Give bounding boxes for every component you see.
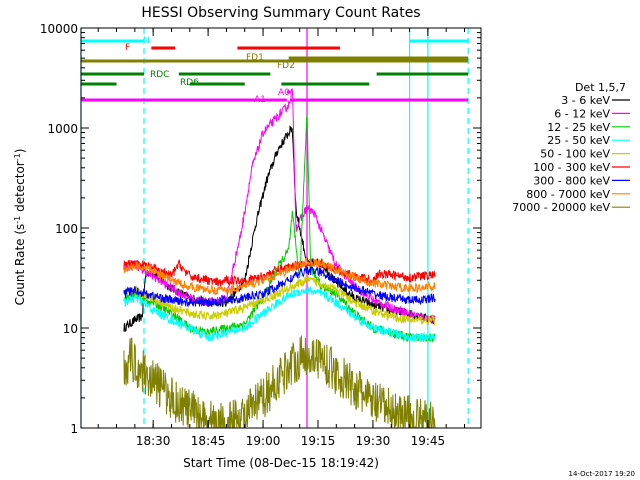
series-line-8 bbox=[123, 335, 436, 429]
flag-label-rdc: RDC bbox=[150, 70, 169, 80]
x-tick-label-4: 19:30 bbox=[356, 434, 391, 448]
y-tick-label-0: 1 bbox=[70, 422, 78, 436]
legend-label-8: 7000 - 20000 keV bbox=[512, 201, 610, 214]
flag-label-rd6: RD6 bbox=[180, 78, 199, 88]
y-axis-label-mid: detector bbox=[13, 161, 27, 216]
legend-label-6: 300 - 800 keV bbox=[533, 174, 610, 187]
x-tick-label-5: 19:45 bbox=[411, 434, 446, 448]
y-axis-label-main: Count Rate (s bbox=[13, 224, 27, 306]
legend-title: Det 1,5,7 bbox=[575, 81, 626, 94]
legend-label-4: 50 - 100 keV bbox=[540, 148, 610, 161]
series-line-2 bbox=[123, 115, 436, 344]
legend-label-1: 6 - 12 keV bbox=[554, 107, 610, 120]
legend-label-5: 100 - 300 keV bbox=[533, 161, 610, 174]
y-axis-label-sup2: -1 bbox=[13, 153, 22, 161]
y-tick-label-1: 10 bbox=[63, 322, 78, 336]
y-tick-label-2: 100 bbox=[55, 222, 78, 236]
x-tick-label-0: 18:30 bbox=[136, 434, 171, 448]
legend-label-2: 12 - 25 keV bbox=[547, 121, 610, 134]
y-tick-label-3: 1000 bbox=[47, 122, 78, 136]
flag-label-a1: A1 bbox=[254, 95, 266, 105]
flag-label-a0: A0 bbox=[278, 88, 290, 98]
legend-label-3: 25 - 50 keV bbox=[547, 134, 610, 147]
svg-text:Count Rate (s-1 detector-1): Count Rate (s-1 detector-1) bbox=[13, 149, 28, 306]
flag-label-fd2: FD2 bbox=[277, 61, 295, 71]
series-line-1 bbox=[123, 88, 436, 325]
data-series bbox=[123, 88, 436, 429]
x-axis-label: Start Time (08-Dec-15 18:19:42) bbox=[183, 456, 379, 470]
x-tick-label-2: 19:00 bbox=[246, 434, 281, 448]
date-stamp: 14-Oct-2017 19:20 bbox=[569, 470, 635, 478]
y-axis-label: Count Rate (s-1 detector-1) bbox=[13, 149, 28, 306]
x-tick-label-1: 18:45 bbox=[191, 434, 226, 448]
flag-label-f: F bbox=[125, 43, 130, 53]
series-line-4 bbox=[123, 276, 436, 326]
flag-label-n: N bbox=[143, 36, 150, 46]
series-line-7 bbox=[123, 257, 436, 296]
legend-label-7: 800 - 7000 keV bbox=[526, 188, 610, 201]
y-axis-label-sup1: -1 bbox=[13, 216, 22, 224]
series-line-6 bbox=[123, 266, 436, 308]
chart-title: HESSI Observing Summary Count Rates bbox=[141, 5, 420, 21]
flag-label-fd1: FD1 bbox=[246, 53, 264, 63]
legend-label-0: 3 - 6 keV bbox=[561, 94, 610, 107]
x-tick-label-3: 19:15 bbox=[301, 434, 336, 448]
y-axis-label-end: ) bbox=[13, 149, 27, 154]
series-line-3 bbox=[123, 285, 436, 344]
flag-bars: N F FD1 FD2 RDC RD6 A1 A0 bbox=[81, 36, 469, 105]
y-tick-label-4: 10000 bbox=[40, 22, 78, 36]
axes: 1 10 100 1000 10000 18:30 18:45 19:00 19:15 19:30… bbox=[40, 22, 482, 448]
